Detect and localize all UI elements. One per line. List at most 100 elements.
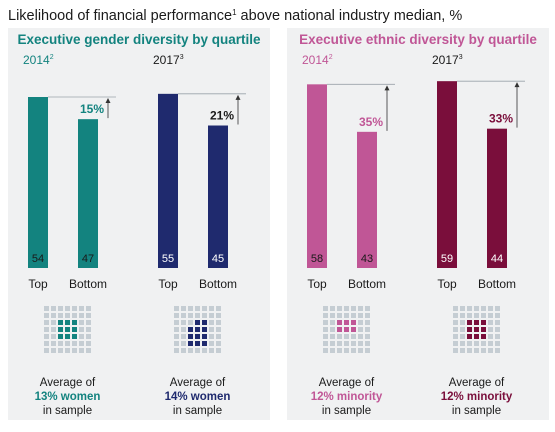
sample-dot xyxy=(365,313,370,318)
sample-dot xyxy=(216,327,221,332)
sample-dot xyxy=(202,306,207,311)
sample-dot xyxy=(495,348,500,353)
sample-dot xyxy=(174,341,179,346)
sample-dot-filled xyxy=(467,320,472,325)
sample-dot xyxy=(72,313,77,318)
sample-dot-filled xyxy=(481,327,486,332)
chart-title: Likelihood of financial performance1 abo… xyxy=(8,8,462,24)
sample-dot xyxy=(181,306,186,311)
year-text: 2014 xyxy=(302,53,329,67)
sample-dot xyxy=(474,306,479,311)
sample-dot xyxy=(495,320,500,325)
difference-label: 35% xyxy=(359,115,383,129)
sample-dot xyxy=(337,341,342,346)
sample-dot-filled xyxy=(65,327,70,332)
caption-line: in sample xyxy=(452,405,501,417)
sample-dot xyxy=(79,327,84,332)
sample-dot-filled xyxy=(351,327,356,332)
sample-dot xyxy=(344,341,349,346)
sample-dot xyxy=(460,327,465,332)
year-text: 2017 xyxy=(153,53,180,67)
difference-label: 33% xyxy=(489,112,513,126)
sample-dot-filled xyxy=(58,327,63,332)
sample-dot xyxy=(209,348,214,353)
difference-arrow-head xyxy=(105,98,111,103)
sample-dot xyxy=(330,341,335,346)
sample-dot xyxy=(358,306,363,311)
sample-dot xyxy=(51,327,56,332)
sample-dot xyxy=(453,306,458,311)
bar-value-label: 45 xyxy=(212,253,224,265)
sample-dot xyxy=(488,313,493,318)
sample-dot xyxy=(330,320,335,325)
sample-dot xyxy=(488,320,493,325)
sample-dot xyxy=(209,313,214,318)
sample-dot xyxy=(44,306,49,311)
sample-dot xyxy=(202,348,207,353)
bar-top xyxy=(437,81,457,269)
sample-dot xyxy=(453,341,458,346)
sample-dot xyxy=(65,348,70,353)
sample-dot xyxy=(44,334,49,339)
sample-dot xyxy=(51,334,56,339)
sample-dot xyxy=(337,348,342,353)
sample-dot xyxy=(460,320,465,325)
difference-label: 15% xyxy=(80,102,104,116)
sample-dot xyxy=(216,341,221,346)
sample-dot xyxy=(44,313,49,318)
sample-dot xyxy=(323,306,328,311)
sample-dot xyxy=(481,348,486,353)
title-footnote-mark: 1 xyxy=(232,8,237,17)
sample-dot-filled xyxy=(467,327,472,332)
sample-dot xyxy=(467,313,472,318)
year-footnote-mark: 2 xyxy=(329,54,333,61)
sample-dot xyxy=(65,313,70,318)
sample-dot xyxy=(330,327,335,332)
sample-dot xyxy=(323,320,328,325)
sample-dot xyxy=(181,341,186,346)
sample-dot-filled xyxy=(195,341,200,346)
sample-dot xyxy=(188,348,193,353)
sample-dot-filled xyxy=(195,320,200,325)
year-footnote-mark: 3 xyxy=(180,54,184,61)
sample-dot xyxy=(51,320,56,325)
sample-dot xyxy=(181,348,186,353)
sample-dot xyxy=(174,306,179,311)
sample-dot xyxy=(72,306,77,311)
bar-bottom xyxy=(487,128,507,268)
difference-arrow-head xyxy=(235,94,241,100)
sample-dot xyxy=(181,320,186,325)
sample-dot-filled xyxy=(65,320,70,325)
sample-dot xyxy=(216,334,221,339)
sample-dot xyxy=(330,334,335,339)
sample-dot xyxy=(344,348,349,353)
bar-top xyxy=(28,97,48,268)
sample-dot xyxy=(51,306,56,311)
sample-dot xyxy=(181,327,186,332)
sample-dot xyxy=(86,313,91,318)
sample-dot xyxy=(174,348,179,353)
sample-dot xyxy=(358,334,363,339)
caption-line: in sample xyxy=(322,405,371,417)
category-label: Bottom xyxy=(348,277,386,291)
sample-dot-filled xyxy=(188,327,193,332)
difference-arrow-head xyxy=(514,82,520,88)
category-label: Top xyxy=(307,277,327,291)
sample-dot xyxy=(202,313,207,318)
sample-dot xyxy=(58,341,63,346)
sample-dot xyxy=(337,313,342,318)
year-text: 2014 xyxy=(23,53,50,67)
sample-dot xyxy=(65,306,70,311)
sample-dot xyxy=(188,313,193,318)
sample-dot xyxy=(323,348,328,353)
sample-dot xyxy=(188,320,193,325)
caption-line: Average of xyxy=(449,377,505,389)
sample-dot xyxy=(495,306,500,311)
bar-bottom xyxy=(78,119,98,269)
sample-dot xyxy=(453,334,458,339)
sample-dot xyxy=(174,313,179,318)
sample-dot xyxy=(330,313,335,318)
sample-dot-filled xyxy=(58,320,63,325)
sample-dot xyxy=(344,334,349,339)
